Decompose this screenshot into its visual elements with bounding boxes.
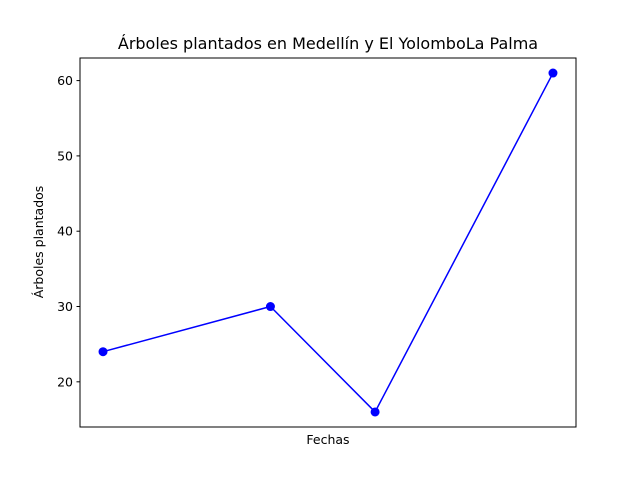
y-tick-label: 20 [57, 374, 73, 389]
data-point [370, 407, 380, 417]
y-tick-label: 40 [57, 224, 73, 239]
data-point [265, 302, 275, 312]
chart-title: Árboles plantados en Medellín y El Yolom… [118, 34, 538, 53]
y-tick-label: 50 [57, 148, 73, 163]
plot-area: 20 30 40 50 60 [57, 68, 558, 417]
x-axis-label: Fechas [306, 432, 349, 447]
series-line [102, 72, 554, 413]
y-tick-label: 30 [57, 299, 73, 314]
data-point [548, 68, 558, 78]
axes-frame [79, 57, 577, 428]
y-axis-label: Árboles plantados [31, 186, 46, 299]
y-tick-label: 60 [57, 73, 73, 88]
data-point [98, 347, 108, 357]
